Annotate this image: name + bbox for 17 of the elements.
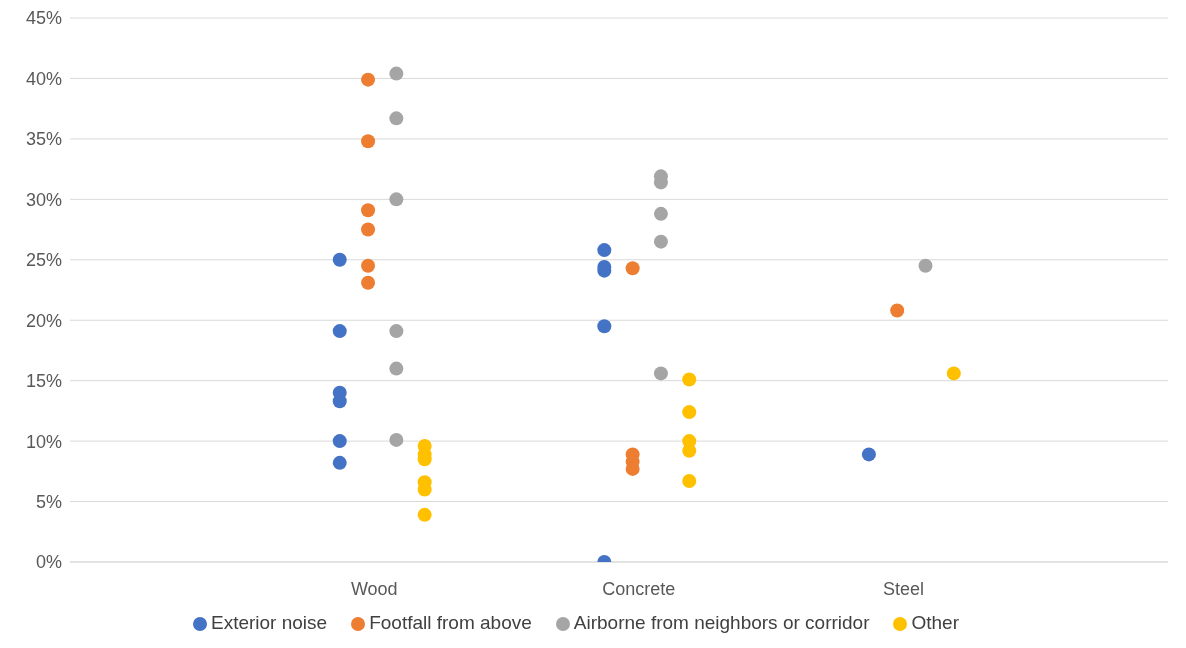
y-tick-label: 10% bbox=[25, 431, 62, 452]
y-tick-label: 25% bbox=[25, 250, 62, 271]
x-tick-label: Concrete bbox=[602, 578, 676, 599]
y-tick-label: 45% bbox=[25, 8, 62, 29]
y-tick-label: 40% bbox=[25, 68, 62, 89]
y-tick-label: 30% bbox=[25, 189, 62, 210]
legend-label: Airborne from neighbors or corridor bbox=[573, 612, 870, 633]
x-tick-label: Wood bbox=[350, 578, 398, 599]
y-tick-label: 35% bbox=[25, 129, 62, 150]
legend-label: Other bbox=[911, 612, 960, 633]
y-tick-label: 15% bbox=[25, 371, 62, 392]
y-tick-label: 20% bbox=[25, 310, 62, 331]
legend-label: Exterior noise bbox=[210, 612, 328, 633]
y-tick-label: 5% bbox=[35, 491, 62, 512]
x-tick-label: Steel bbox=[882, 578, 924, 599]
y-tick-label: 0% bbox=[35, 552, 62, 573]
legend-label: Footfall from above bbox=[369, 612, 532, 633]
